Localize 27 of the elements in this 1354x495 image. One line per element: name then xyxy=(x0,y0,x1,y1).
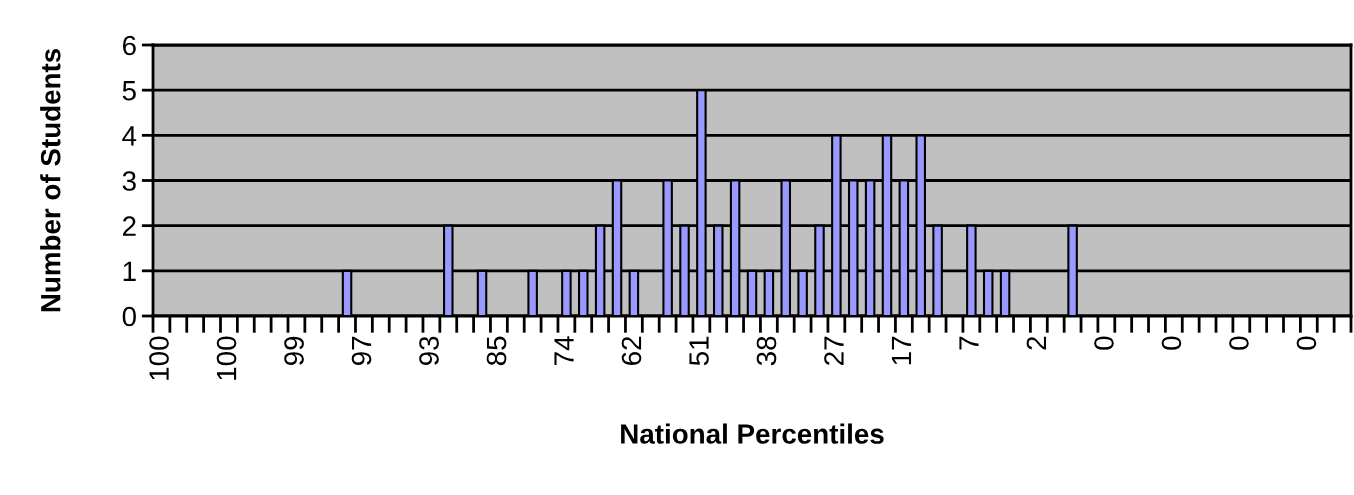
x-tick-label: 62 xyxy=(621,336,642,365)
x-tick-label: 0 xyxy=(1229,336,1249,350)
x-tick-label: 0 xyxy=(1094,336,1114,350)
y-tick-label: 6 xyxy=(122,35,136,56)
x-tick-label: 99 xyxy=(284,336,304,366)
x-tick-label: 17 xyxy=(891,336,912,365)
y-axis-title: Number of Students xyxy=(40,48,61,312)
x-tick-label: 38 xyxy=(756,336,777,366)
y-tick-label: 4 xyxy=(122,126,137,146)
y-tick-label: 0 xyxy=(122,306,136,327)
x-tick-label: 74 xyxy=(554,336,574,365)
x-tick-label: 100 xyxy=(216,336,237,380)
y-tick-label: 1 xyxy=(123,261,136,281)
x-tick-label: 7 xyxy=(959,336,979,350)
x-tick-label: 27 xyxy=(824,336,844,365)
x-tick-label: 51 xyxy=(689,336,709,366)
y-tick-label: 5 xyxy=(122,81,136,101)
x-tick-label: 0 xyxy=(1161,336,1182,350)
x-axis-title: National Percentiles xyxy=(621,423,884,444)
x-tick-label: 97 xyxy=(351,336,372,366)
x-tick-label: 2 xyxy=(1026,336,1047,350)
x-tick-label: 93 xyxy=(419,336,439,366)
x-tick-label: 85 xyxy=(486,336,507,366)
x-tick-label: 100 xyxy=(149,336,169,380)
y-tick-label: 2 xyxy=(122,216,136,236)
y-tick-label: 3 xyxy=(122,171,136,191)
x-tick-label: 0 xyxy=(1296,336,1317,350)
